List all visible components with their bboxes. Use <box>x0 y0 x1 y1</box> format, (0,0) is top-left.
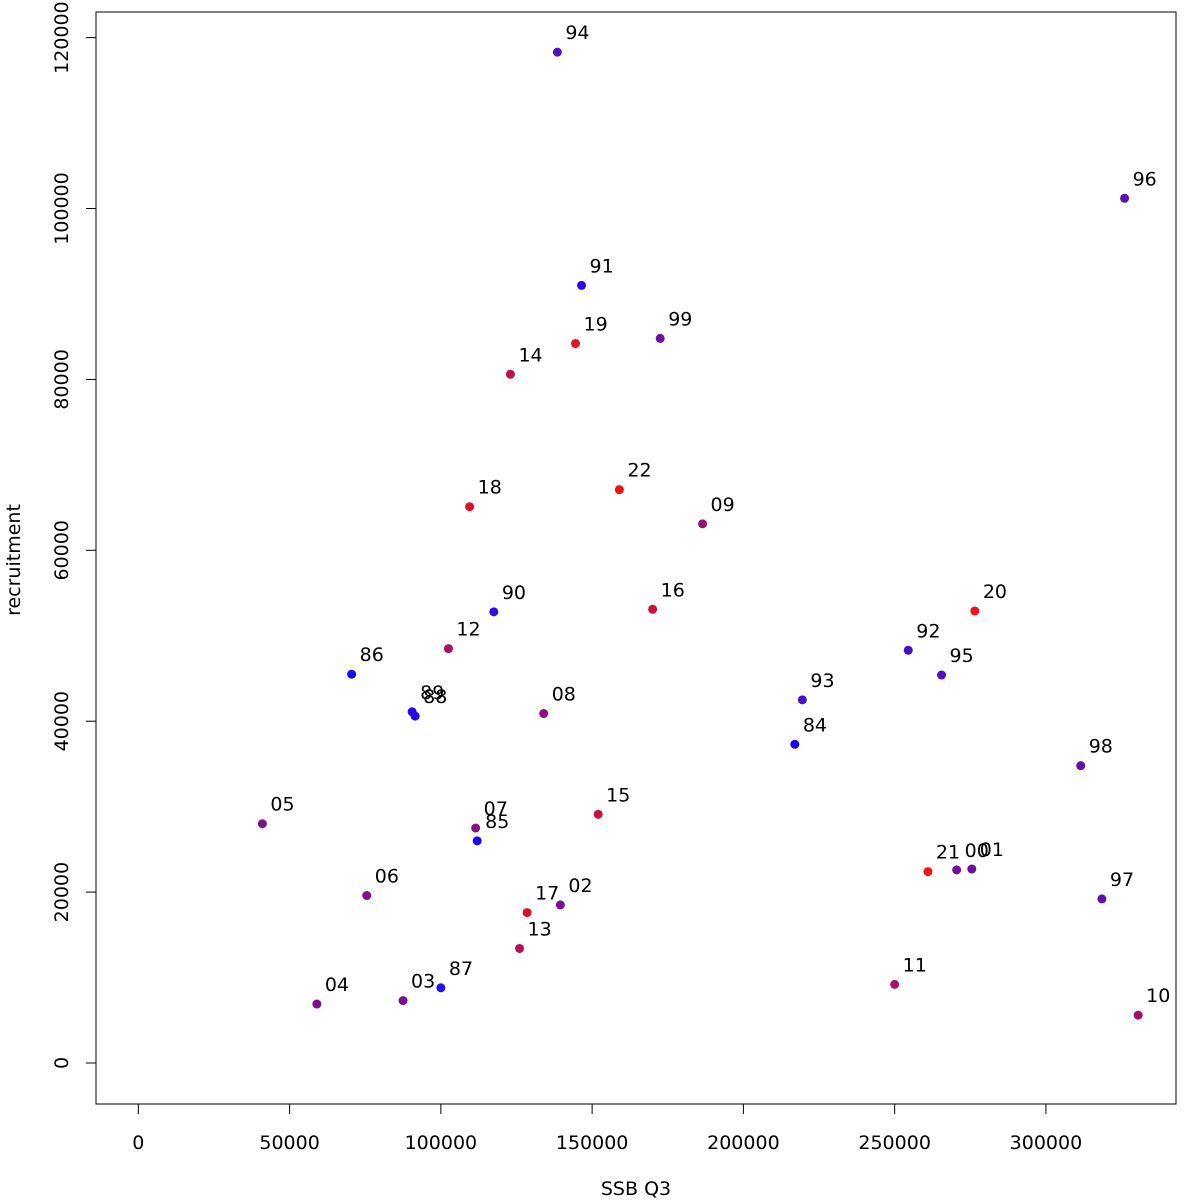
x-axis: 0 50000 100000 150000 200000 250000 300000 <box>132 1103 1083 1154</box>
data-point <box>890 979 900 989</box>
point-label: 84 <box>803 714 827 736</box>
data-point <box>648 604 658 614</box>
data-point <box>539 709 549 719</box>
point-label: 21 <box>936 842 960 864</box>
point-label: 05 <box>270 794 294 816</box>
data-point <box>1076 761 1086 771</box>
data-point <box>505 369 515 379</box>
data-point <box>347 669 357 679</box>
point-label: 08 <box>552 684 576 706</box>
point-label: 85 <box>485 811 509 833</box>
data-point <box>515 943 525 953</box>
point-label: 92 <box>916 620 940 642</box>
data-point <box>1120 193 1130 203</box>
data-points <box>257 47 1143 1020</box>
point-label: 22 <box>627 460 651 482</box>
point-label: 03 <box>411 971 435 993</box>
point-label: 19 <box>583 314 607 336</box>
data-point <box>362 891 372 901</box>
data-point <box>923 867 933 877</box>
data-point <box>790 739 800 749</box>
point-label: 11 <box>903 954 927 976</box>
data-point <box>257 819 267 829</box>
x-tick-label: 300000 <box>1010 1132 1083 1154</box>
point-label: 15 <box>606 784 630 806</box>
y-tick-label: 120000 <box>51 1 73 74</box>
data-point <box>398 996 408 1006</box>
data-point <box>552 47 562 57</box>
point-label: 10 <box>1146 985 1170 1007</box>
data-point <box>472 836 482 846</box>
y-tick-label: 0 <box>51 1057 73 1069</box>
data-point <box>903 645 913 655</box>
point-label: 17 <box>535 883 559 905</box>
y-tick-label: 40000 <box>51 691 73 751</box>
x-tick-label: 150000 <box>556 1132 629 1154</box>
data-point <box>797 695 807 705</box>
point-label: 07 <box>484 798 508 820</box>
point-label: 00 <box>965 840 989 862</box>
data-point <box>555 900 565 910</box>
data-point <box>937 670 947 680</box>
data-point <box>614 485 624 495</box>
point-label: 95 <box>950 645 974 667</box>
point-label: 96 <box>1133 168 1157 190</box>
point-label: 97 <box>1110 869 1134 891</box>
y-tick-label: 80000 <box>51 349 73 409</box>
point-label: 89 <box>420 682 444 704</box>
y-axis-title: recruitment <box>3 504 25 616</box>
point-label: 93 <box>810 670 834 692</box>
point-label: 88 <box>423 686 447 708</box>
data-point <box>489 607 499 617</box>
data-point <box>952 865 962 875</box>
y-axis: 0 20000 40000 60000 80000 100000 120000 <box>51 1 97 1069</box>
data-point <box>407 707 417 717</box>
data-point <box>593 809 603 819</box>
point-label: 02 <box>568 875 592 897</box>
x-axis-title: SSB Q3 <box>601 1178 671 1200</box>
plot-frame <box>95 11 1177 1105</box>
point-label: 06 <box>375 866 399 888</box>
data-point <box>1133 1010 1143 1020</box>
point-label: 12 <box>456 619 480 641</box>
point-label: 86 <box>360 644 384 666</box>
data-point <box>655 333 665 343</box>
point-label: 14 <box>518 344 542 366</box>
x-tick-label: 50000 <box>259 1132 319 1154</box>
point-label: 94 <box>565 22 589 44</box>
data-point <box>1097 894 1107 904</box>
data-point <box>570 339 580 349</box>
x-tick-label: 250000 <box>858 1132 931 1154</box>
point-label: 04 <box>325 974 349 996</box>
data-point <box>436 983 446 993</box>
data-point <box>698 519 708 529</box>
data-point <box>443 644 453 654</box>
y-tick-label: 100000 <box>51 172 73 245</box>
point-label: 87 <box>449 958 473 980</box>
point-label: 99 <box>668 308 692 330</box>
x-tick-label: 100000 <box>405 1132 478 1154</box>
point-label: 90 <box>502 582 526 604</box>
x-tick-label: 0 <box>132 1132 144 1154</box>
data-point <box>577 280 587 290</box>
point-label: 18 <box>478 477 502 499</box>
y-tick-label: 60000 <box>51 520 73 580</box>
point-label: 09 <box>711 494 735 516</box>
point-label: 20 <box>983 581 1007 603</box>
data-point <box>970 606 980 616</box>
y-tick-label: 20000 <box>51 862 73 922</box>
point-label: 13 <box>528 918 552 940</box>
point-label: 98 <box>1089 736 1113 758</box>
point-label: 01 <box>980 839 1004 861</box>
data-point <box>967 864 977 874</box>
point-label: 16 <box>661 579 685 601</box>
data-point <box>465 502 475 512</box>
data-point <box>312 999 322 1009</box>
point-label: 91 <box>590 255 614 277</box>
data-point <box>522 908 532 918</box>
data-point <box>471 823 481 833</box>
x-tick-label: 200000 <box>707 1132 780 1154</box>
